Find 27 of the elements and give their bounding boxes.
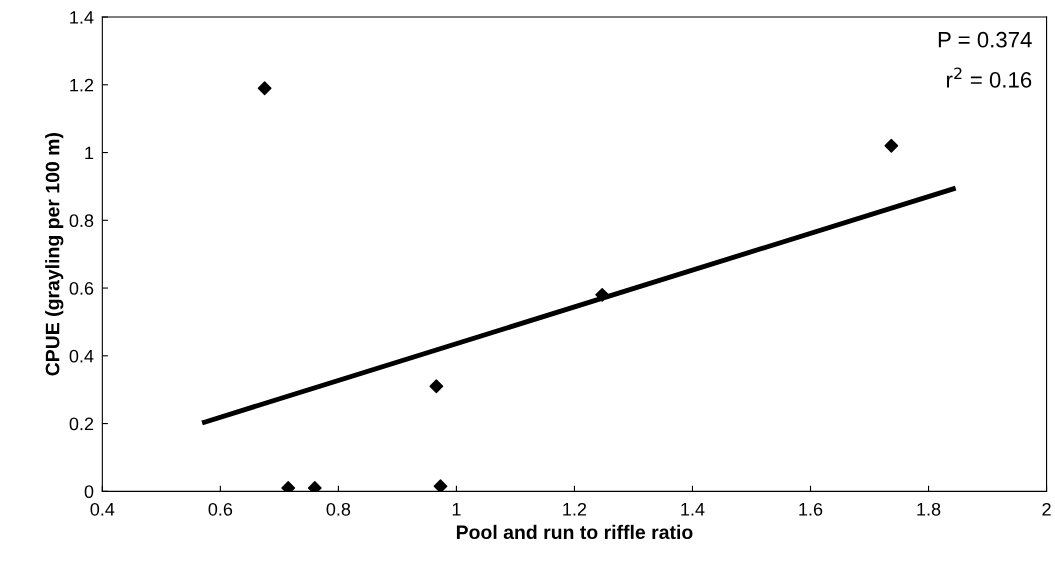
point [429, 379, 444, 394]
y-tick-label: 1.2 [70, 78, 94, 92]
x-tick-label: 1.8 [917, 502, 941, 516]
x-tick-label: 1.2 [563, 502, 587, 516]
y-tick-label: 0 [84, 485, 94, 499]
x-tick-label: 1.6 [799, 502, 823, 516]
x-tick-label: 1.4 [681, 503, 705, 516]
x-tick-label: 0.6 [208, 502, 233, 516]
point [257, 81, 272, 96]
point [281, 481, 296, 492]
y-tick-label: 1 [85, 146, 94, 160]
x-tick-label: 1 [452, 503, 461, 516]
x-tick-label: 0.8 [326, 502, 351, 516]
point [433, 479, 448, 492]
y-axis-title: CPUE (grayling per 100 m) [45, 133, 64, 376]
y-tick-label: 0.8 [69, 214, 94, 228]
annotation: r$^{2}$ = 0.16 [946, 67, 1032, 88]
y-tick-label: 0.4 [69, 349, 94, 363]
y-tick-label: 0.6 [69, 281, 94, 295]
point [307, 481, 322, 492]
point [884, 138, 899, 153]
point [595, 287, 610, 302]
y-tick-label: 1.4 [70, 11, 94, 24]
annotation: P = 0.374 [938, 31, 1032, 48]
x-axis-title: Pool and run to riffle ratio [456, 524, 693, 540]
y-tick-label: 0.2 [69, 417, 94, 431]
x-tick-label: 2 [1042, 502, 1051, 516]
